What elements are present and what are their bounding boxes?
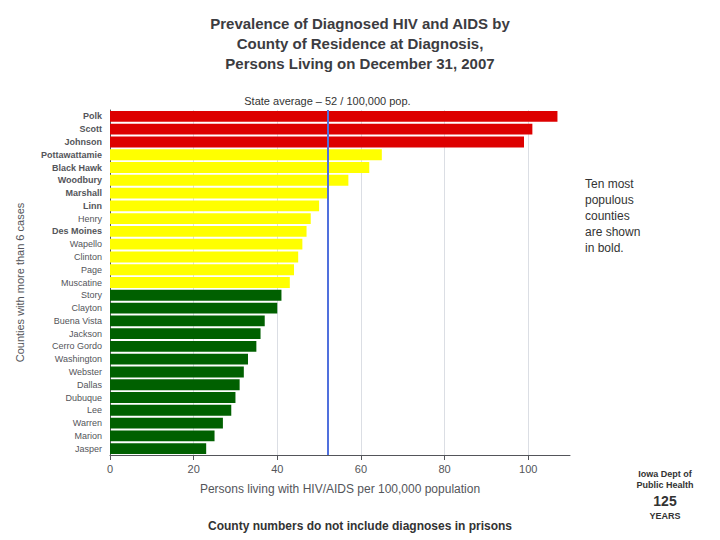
svg-text:Cerro Gordo: Cerro Gordo <box>52 341 102 351</box>
svg-text:State average – 52 / 100,000 p: State average – 52 / 100,000 pop. <box>244 95 410 107</box>
svg-text:40: 40 <box>271 463 283 475</box>
svg-text:YEARS: YEARS <box>649 511 680 521</box>
svg-text:Washington: Washington <box>55 354 102 364</box>
svg-text:Muscatine: Muscatine <box>61 278 102 288</box>
svg-text:20: 20 <box>188 463 200 475</box>
svg-text:60: 60 <box>355 463 367 475</box>
svg-text:Henry: Henry <box>78 214 103 224</box>
svg-text:are shown: are shown <box>585 225 640 239</box>
svg-text:Wapello: Wapello <box>70 239 102 249</box>
svg-text:Scott: Scott <box>80 124 103 134</box>
svg-text:Webster: Webster <box>69 367 102 377</box>
svg-text:populous: populous <box>585 193 634 207</box>
svg-text:County numbers do not include: County numbers do not include diagnoses … <box>208 519 512 533</box>
svg-text:Page: Page <box>81 265 102 275</box>
svg-text:counties: counties <box>585 209 630 223</box>
svg-text:Black Hawk: Black Hawk <box>52 163 103 173</box>
svg-text:Dallas: Dallas <box>77 380 103 390</box>
svg-text:Linn: Linn <box>83 201 102 211</box>
svg-text:Lee: Lee <box>87 405 102 415</box>
svg-text:Iowa Dept of: Iowa Dept of <box>638 469 693 479</box>
svg-text:125: 125 <box>653 493 677 509</box>
svg-text:Story: Story <box>81 290 103 300</box>
svg-text:Ten most: Ten most <box>585 177 634 191</box>
svg-text:Dubuque: Dubuque <box>65 393 102 403</box>
svg-text:Woodbury: Woodbury <box>58 175 102 185</box>
svg-text:Johnson: Johnson <box>65 137 103 147</box>
svg-text:Counties with more than 6 case: Counties with more than 6 cases <box>14 202 26 362</box>
svg-text:Marshall: Marshall <box>65 188 102 198</box>
svg-text:Des Moines: Des Moines <box>52 226 102 236</box>
svg-text:Jasper: Jasper <box>75 444 102 454</box>
svg-text:Warren: Warren <box>73 418 102 428</box>
svg-text:Clinton: Clinton <box>74 252 102 262</box>
svg-text:Public Health: Public Health <box>636 480 693 490</box>
svg-text:County of Residence at Diagnos: County of Residence at Diagnosis, <box>237 35 484 52</box>
svg-text:Pottawattamie: Pottawattamie <box>41 150 102 160</box>
svg-text:in bold.: in bold. <box>585 241 624 255</box>
svg-text:Clayton: Clayton <box>71 303 102 313</box>
svg-text:Marion: Marion <box>74 431 102 441</box>
svg-text:Prevalence of Diagnosed HIV an: Prevalence of Diagnosed HIV and AIDS by <box>210 15 510 32</box>
svg-text:80: 80 <box>438 463 450 475</box>
svg-text:0: 0 <box>107 463 113 475</box>
svg-text:Buena Vista: Buena Vista <box>54 316 102 326</box>
svg-text:Jackson: Jackson <box>69 329 102 339</box>
svg-text:Polk: Polk <box>83 111 103 121</box>
svg-text:Persons living with HIV/AIDS p: Persons living with HIV/AIDS per 100,000… <box>200 482 480 496</box>
svg-text:Persons Living on December 31,: Persons Living on December 31, 2007 <box>225 55 494 72</box>
svg-text:100: 100 <box>519 463 537 475</box>
